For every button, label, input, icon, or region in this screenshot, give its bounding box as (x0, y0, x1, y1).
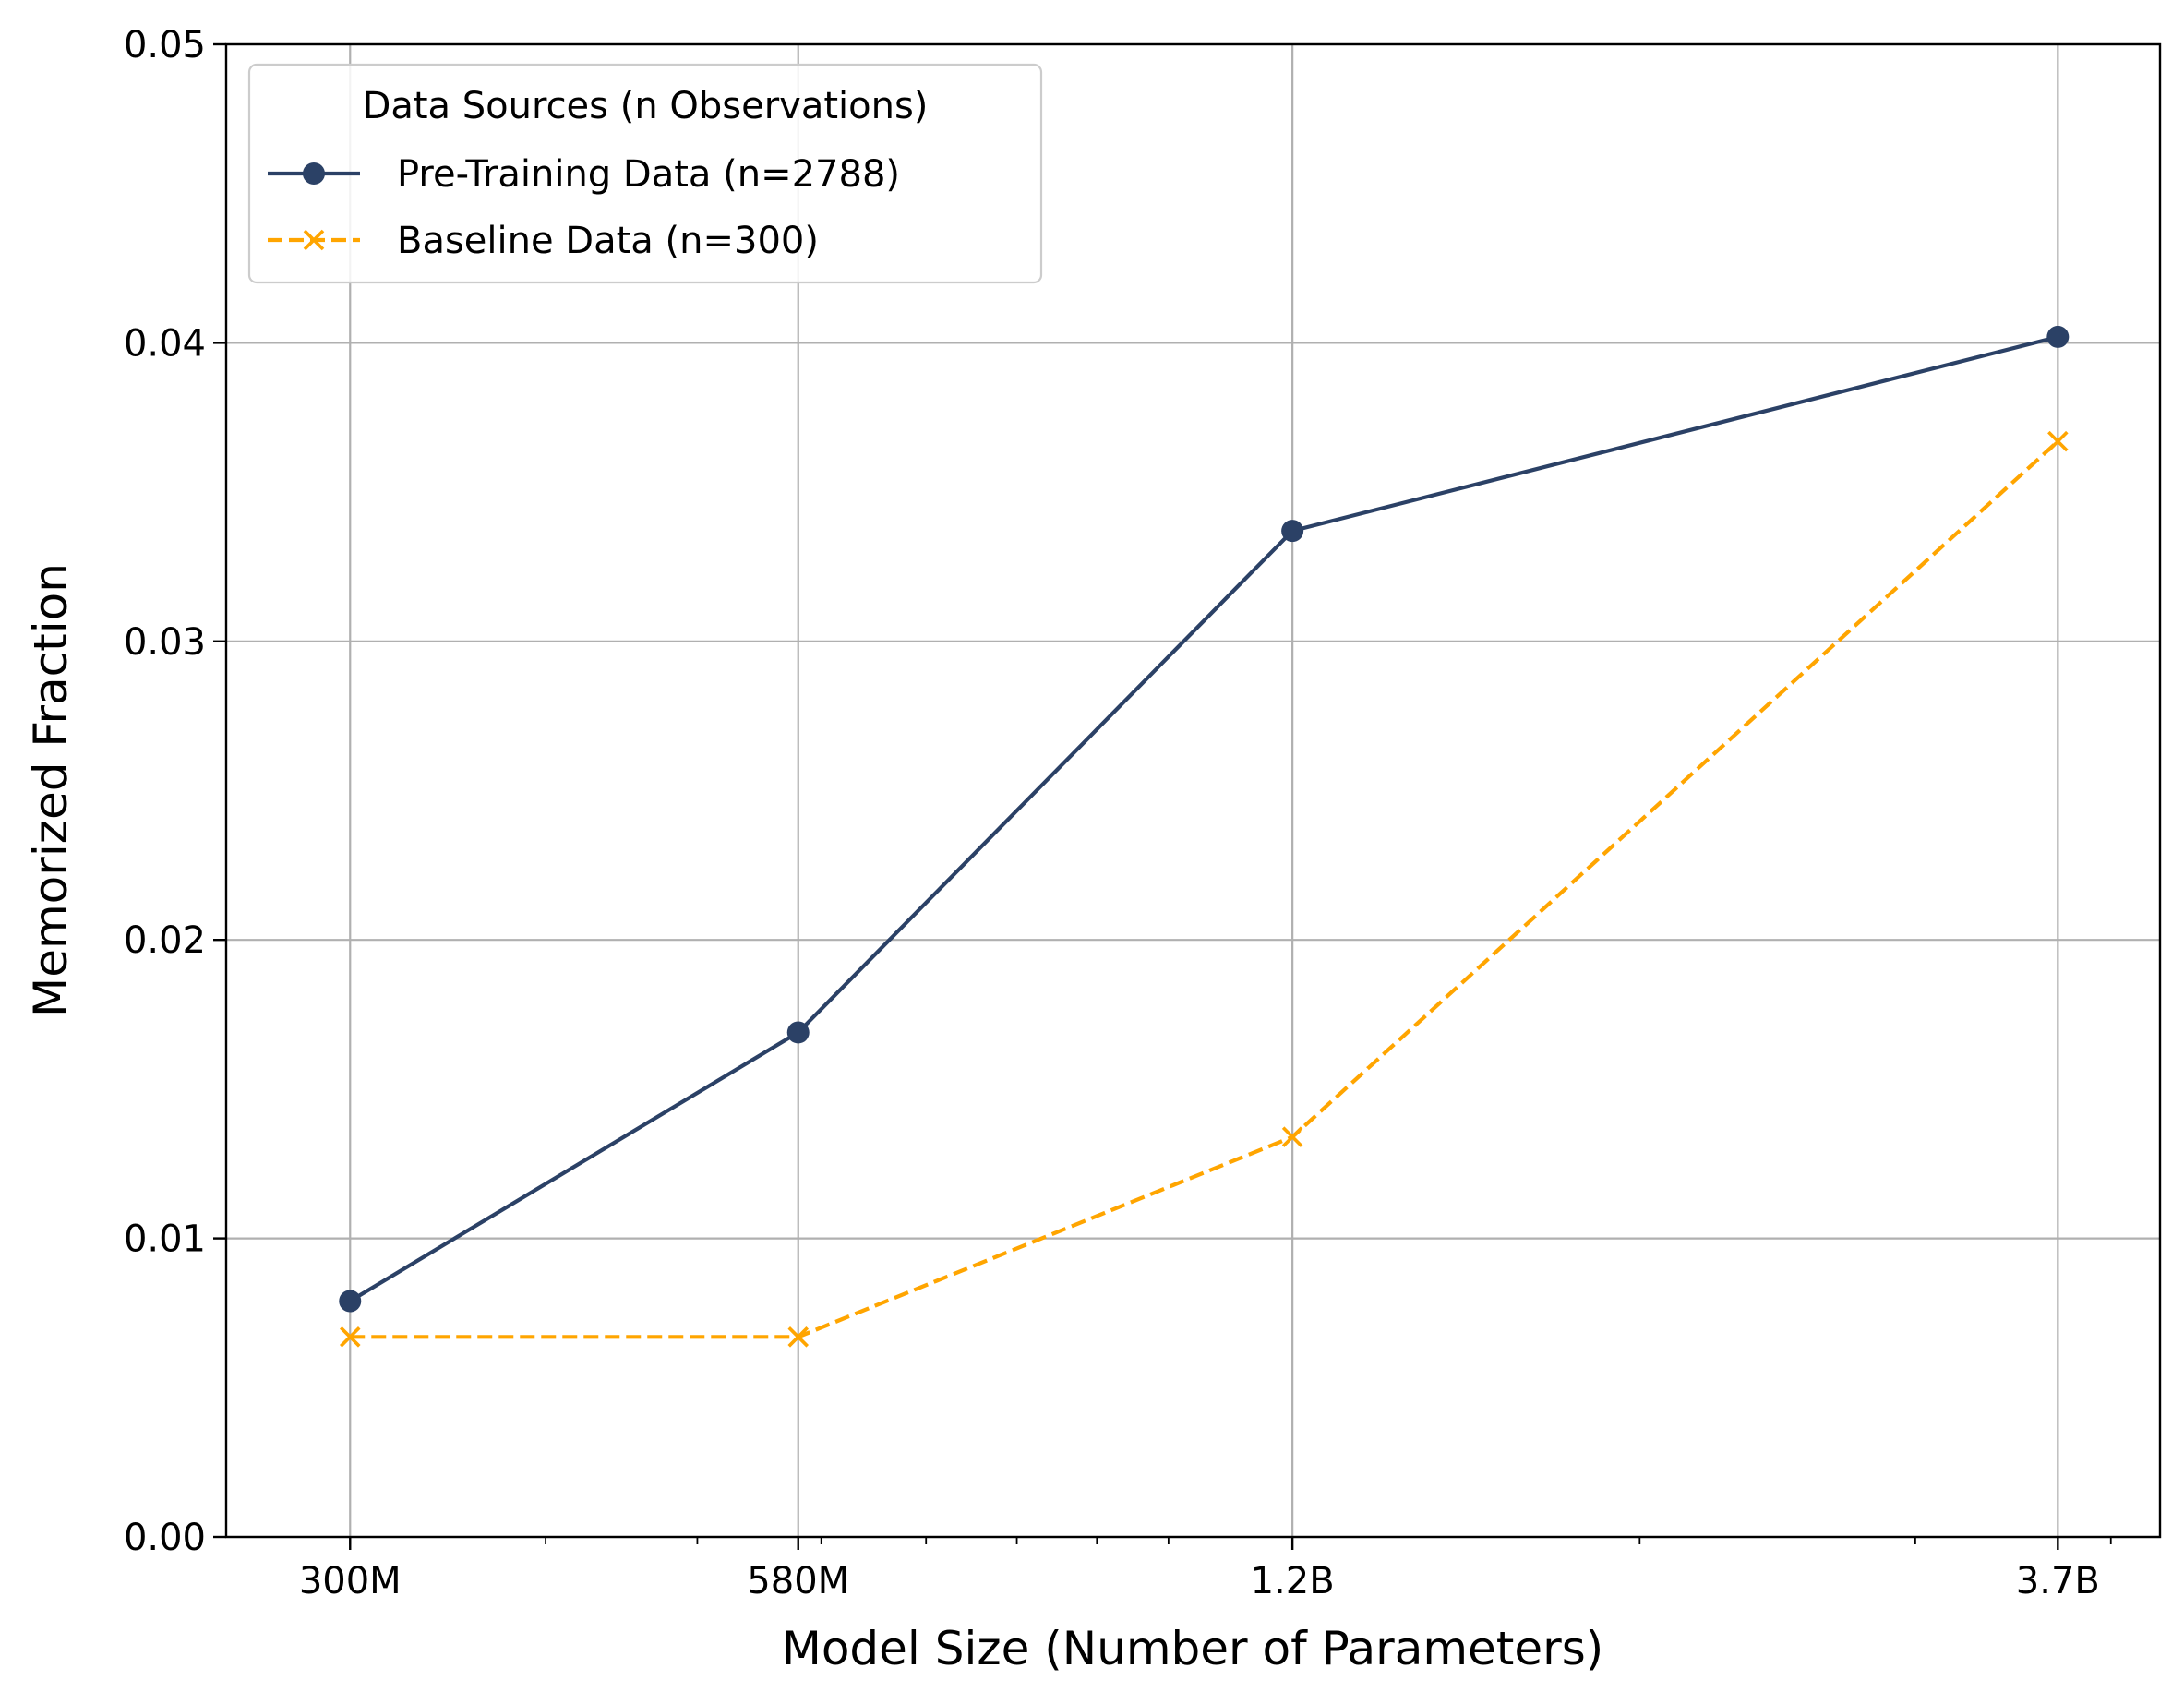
x-axis-label: Model Size (Number of Parameters) (782, 1622, 1604, 1675)
data-point (1281, 1126, 1303, 1147)
data-point (786, 1021, 810, 1044)
series-line (350, 439, 2059, 1339)
legend-marker (303, 229, 325, 251)
data-point (787, 1326, 810, 1348)
series-line (349, 334, 2058, 1303)
data-point (1281, 520, 1304, 543)
y-tick-label: 0.02 (124, 919, 206, 962)
legend-entry: Baseline Data (n=300) (268, 220, 819, 262)
ticks: 0.00 0.01 0.02 0.03 0.04 0.05 300M 580M 1.2B 3.7B (124, 24, 2112, 1602)
data-point (339, 1326, 361, 1348)
legend-marker (303, 162, 325, 185)
y-axis-label: Memorized Fraction (24, 563, 78, 1017)
x-tick-label: 300M (299, 1560, 402, 1602)
data-point (2047, 430, 2069, 452)
legend-label: Baseline Data (n=300) (397, 220, 819, 262)
legend-entry: Pre-Training Data (n=2788) (268, 153, 900, 196)
x-tick-label: 580M (747, 1560, 849, 1602)
x-tick-label: 3.7B (2016, 1560, 2100, 1602)
y-tick-label: 0.00 (124, 1517, 206, 1559)
y-tick-label: 0.01 (124, 1218, 206, 1261)
data-point (339, 1290, 362, 1313)
y-tick-label: 0.03 (124, 621, 206, 664)
y-tick-label: 0.05 (124, 24, 206, 66)
x-tick-label: 1.2B (1251, 1560, 1335, 1602)
y-tick-label: 0.04 (124, 322, 206, 365)
legend-title: Data Sources (n Observations) (363, 85, 929, 127)
legend-box (247, 63, 1043, 284)
series-1 (339, 325, 2070, 1313)
series-layer (339, 325, 2070, 1348)
plot-frame (224, 42, 2162, 1539)
legend: Data Sources (n Observations) Pre-Traini… (247, 63, 1043, 284)
legend-label: Pre-Training Data (n=2788) (397, 153, 900, 196)
data-point (2046, 325, 2070, 348)
series-2 (339, 430, 2069, 1348)
